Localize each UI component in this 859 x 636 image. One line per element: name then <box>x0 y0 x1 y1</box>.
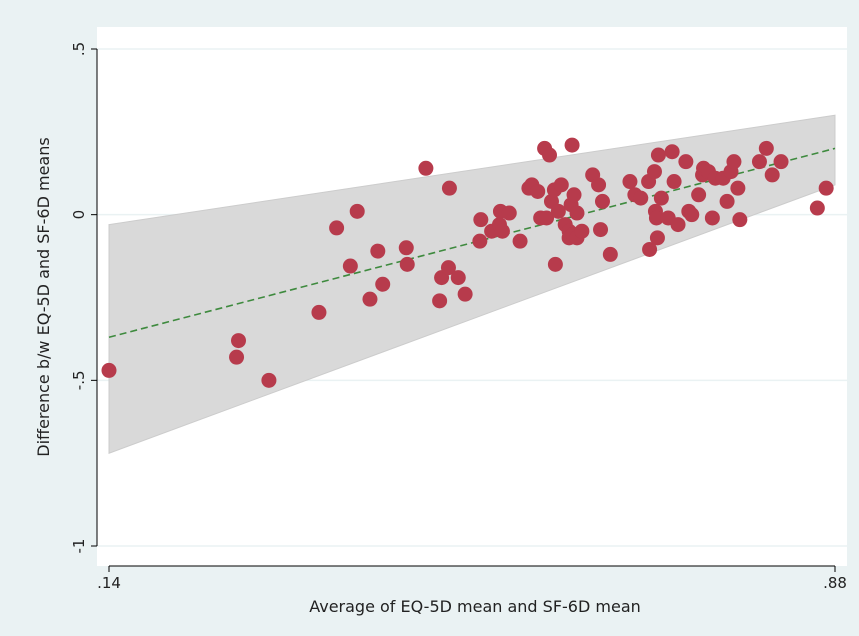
y-tick-label: 0 <box>70 210 88 220</box>
data-point <box>591 177 607 193</box>
data-point <box>602 246 618 262</box>
data-point <box>501 205 517 221</box>
data-point <box>648 210 664 226</box>
data-point <box>418 160 434 176</box>
x-axis-title: Average of EQ-5D mean and SF-6D mean <box>309 597 641 616</box>
data-point <box>764 167 780 183</box>
data-point <box>633 190 649 206</box>
data-point <box>691 187 707 203</box>
data-point <box>646 164 662 180</box>
data-point <box>758 140 774 156</box>
data-point <box>311 304 327 320</box>
data-point <box>664 144 680 160</box>
data-point <box>441 180 457 196</box>
data-point <box>539 210 555 226</box>
data-point <box>622 174 638 190</box>
data-point <box>472 233 488 249</box>
data-point <box>231 333 247 349</box>
y-tick-label: -1 <box>70 539 88 554</box>
data-point <box>653 190 669 206</box>
data-point <box>261 372 277 388</box>
data-point <box>678 154 694 170</box>
data-point <box>569 205 585 221</box>
data-point <box>542 147 558 163</box>
y-tick-label: -.5 <box>70 370 88 390</box>
data-point <box>726 154 742 170</box>
data-point <box>398 240 414 256</box>
data-point <box>349 203 365 219</box>
data-point <box>101 362 117 378</box>
x-tick-label: .14 <box>97 574 121 592</box>
data-point <box>649 230 665 246</box>
data-point <box>457 286 473 302</box>
data-points <box>101 137 834 388</box>
y-axis-title: Difference b/w EQ-5D and SF-6D means <box>34 137 53 456</box>
data-point <box>732 212 748 228</box>
regression-line <box>108 147 836 339</box>
data-point <box>684 207 700 223</box>
data-point <box>650 147 666 163</box>
data-point <box>730 180 746 196</box>
data-point <box>229 349 245 365</box>
data-point <box>342 258 358 274</box>
data-point <box>362 291 378 307</box>
data-point <box>704 210 720 226</box>
regression-line-layer <box>108 147 836 339</box>
data-point <box>666 174 682 190</box>
data-point <box>399 256 415 272</box>
data-point <box>512 233 528 249</box>
data-point <box>530 183 546 199</box>
data-point <box>566 187 582 203</box>
data-point <box>751 154 767 170</box>
data-point <box>553 177 569 193</box>
y-tick-label: .5 <box>70 42 88 56</box>
data-point <box>574 223 590 239</box>
data-point <box>564 137 580 153</box>
y-axis: -1 -.5 0 .5 <box>70 42 98 554</box>
data-point <box>550 203 566 219</box>
data-point <box>773 154 789 170</box>
data-point <box>473 212 489 228</box>
data-point <box>494 223 510 239</box>
data-point <box>440 260 456 276</box>
data-point <box>809 200 825 216</box>
data-point <box>642 241 658 257</box>
data-point <box>719 193 735 209</box>
x-axis: .14 .88 <box>97 565 847 592</box>
data-point <box>593 222 609 238</box>
data-point <box>547 256 563 272</box>
x-tick-label: .88 <box>823 574 847 592</box>
data-point <box>370 243 386 259</box>
data-point <box>450 270 466 286</box>
data-point <box>818 180 834 196</box>
data-point <box>670 217 686 233</box>
data-point <box>375 276 391 292</box>
data-point <box>594 193 610 209</box>
data-point <box>432 293 448 309</box>
data-point <box>329 220 345 236</box>
